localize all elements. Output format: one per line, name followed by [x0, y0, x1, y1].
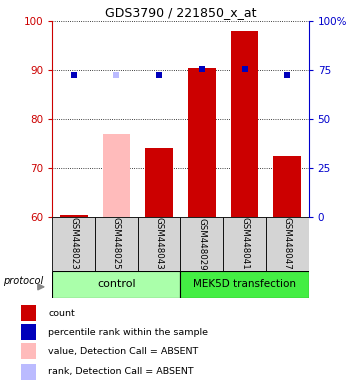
Bar: [21, 305, 36, 321]
Text: control: control: [97, 279, 136, 289]
Text: value, Detection Call = ABSENT: value, Detection Call = ABSENT: [48, 347, 199, 356]
Bar: [21, 343, 36, 359]
Bar: [180, 271, 309, 298]
Bar: [145, 149, 173, 217]
Text: GSM448025: GSM448025: [112, 217, 121, 270]
Text: GSM448023: GSM448023: [69, 217, 78, 270]
Text: GSM448029: GSM448029: [197, 217, 206, 270]
Bar: [60, 215, 88, 217]
Bar: [103, 134, 130, 217]
Bar: [273, 156, 301, 217]
Bar: [223, 217, 266, 271]
Bar: [52, 217, 95, 271]
Bar: [21, 324, 36, 340]
Text: GSM448047: GSM448047: [283, 217, 292, 270]
Bar: [21, 364, 36, 380]
Bar: [95, 217, 138, 271]
Bar: [266, 217, 309, 271]
Text: count: count: [48, 309, 75, 318]
Bar: [52, 271, 180, 298]
Text: percentile rank within the sample: percentile rank within the sample: [48, 328, 208, 337]
Text: GSM448043: GSM448043: [155, 217, 164, 270]
Bar: [180, 217, 223, 271]
Text: protocol: protocol: [3, 276, 43, 286]
Text: GSM448041: GSM448041: [240, 217, 249, 270]
Bar: [138, 217, 180, 271]
Title: GDS3790 / 221850_x_at: GDS3790 / 221850_x_at: [105, 5, 256, 18]
Bar: [231, 31, 258, 217]
Text: MEK5D transfection: MEK5D transfection: [193, 279, 296, 289]
Bar: [188, 68, 216, 217]
Text: rank, Detection Call = ABSENT: rank, Detection Call = ABSENT: [48, 367, 194, 376]
